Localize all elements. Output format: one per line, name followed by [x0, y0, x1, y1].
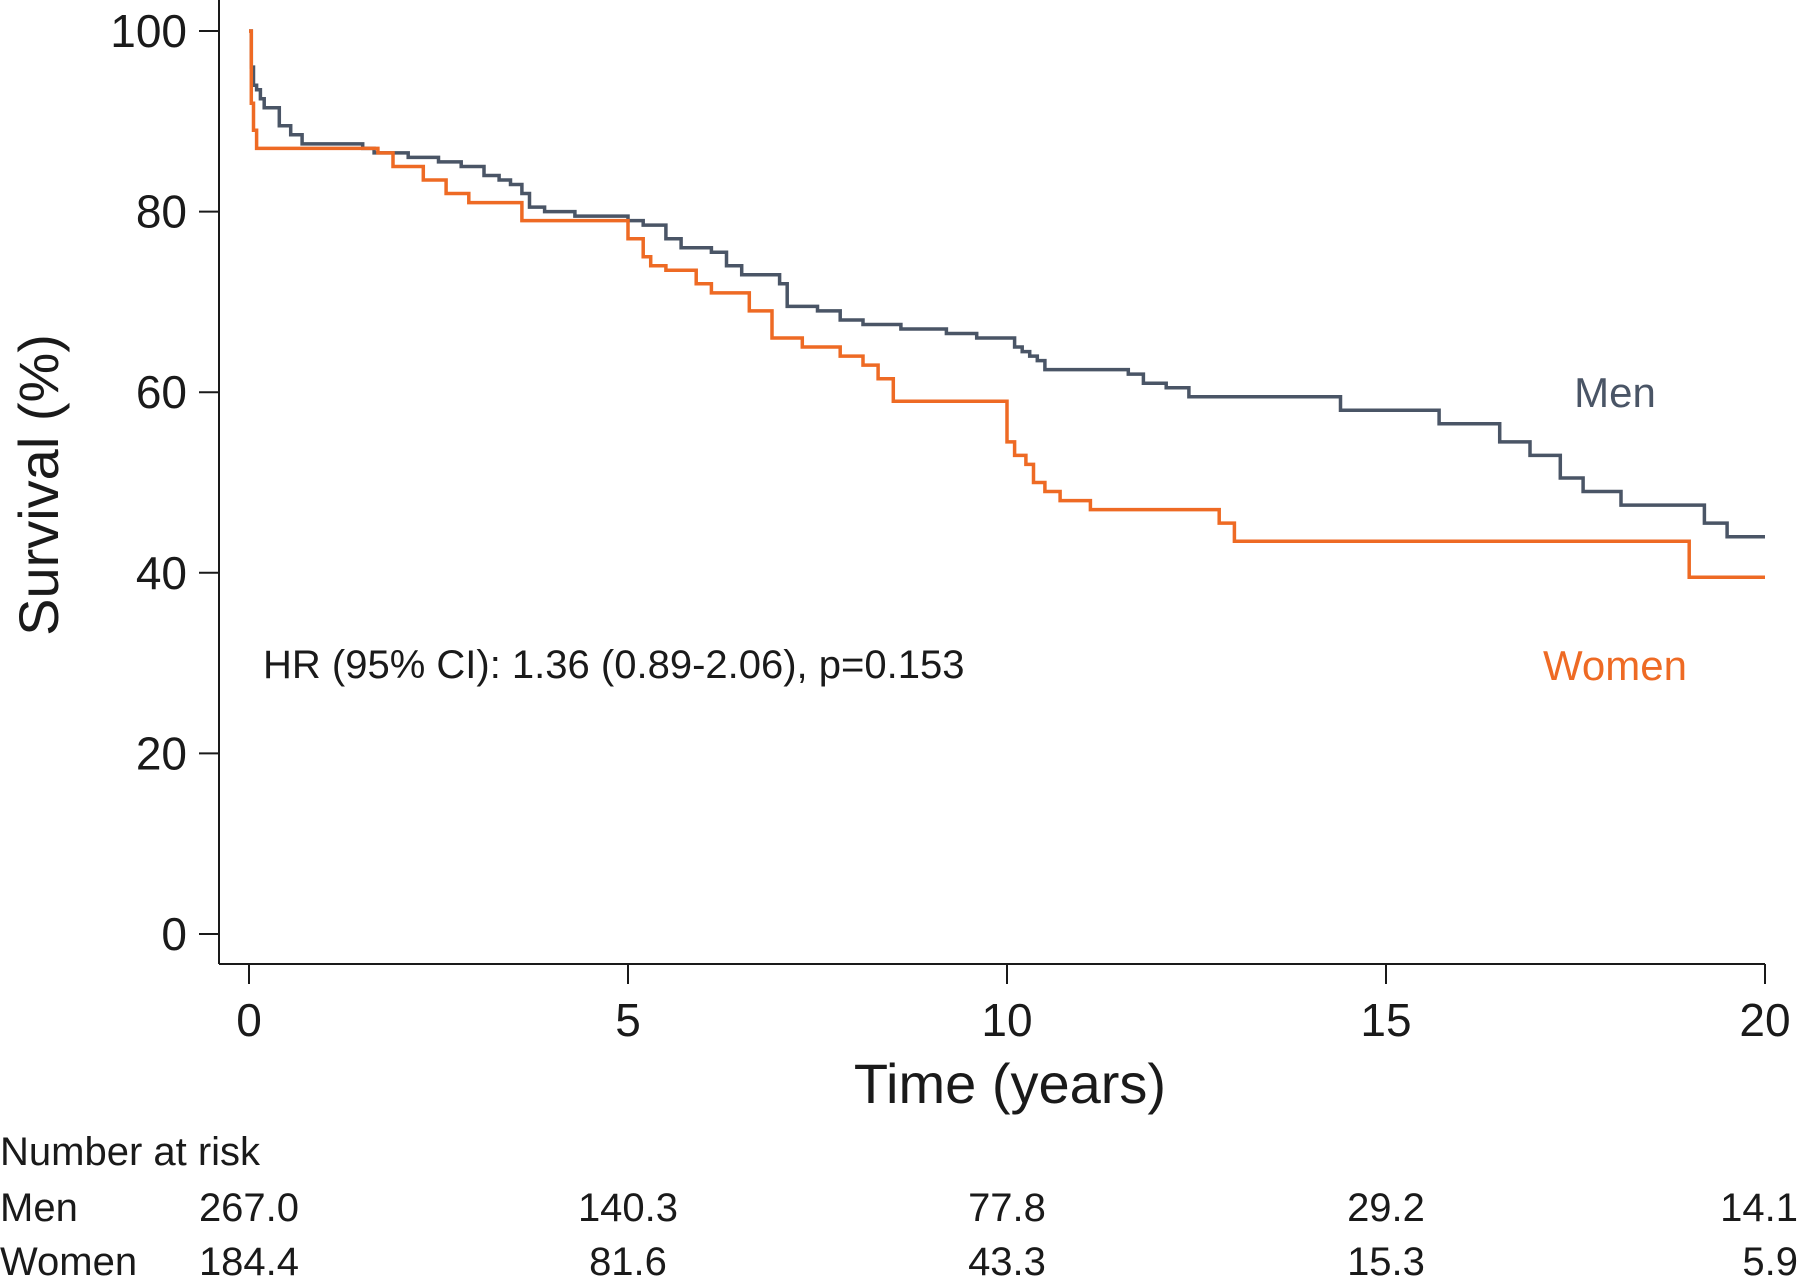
risk-table: Men 267.0 140.3 77.8 29.2 14.1 Women 184.4 81.6 4…	[0, 1186, 1798, 1279]
x-tick-label: 5	[615, 994, 641, 1046]
risk-table-title: Number at risk	[0, 1130, 261, 1174]
x-tick-label: 0	[236, 994, 262, 1046]
risk-value: 29.2	[1347, 1186, 1425, 1230]
risk-value: 43.3	[968, 1240, 1046, 1279]
men-series-label: Men	[1574, 369, 1656, 416]
women-series-label: Women	[1543, 642, 1687, 689]
x-tick-label: 15	[1360, 994, 1411, 1046]
x-tick-label: 20	[1739, 994, 1790, 1046]
series-line-men	[249, 29, 1765, 539]
y-tick-label: 0	[161, 908, 187, 960]
risk-value: 77.8	[968, 1186, 1046, 1230]
series-line-women	[249, 29, 1765, 580]
y-axis-ticks: 0 20 40 60 80 100	[110, 5, 219, 960]
risk-value: 15.3	[1347, 1240, 1425, 1279]
series-lines	[249, 29, 1765, 580]
risk-value: 140.3	[578, 1186, 678, 1230]
hazard-ratio-annotation: HR (95% CI): 1.36 (0.89-2.06), p=0.153	[263, 643, 964, 687]
risk-value: 14.1	[1720, 1186, 1798, 1230]
y-tick-label: 100	[110, 5, 187, 57]
risk-value: 81.6	[589, 1240, 667, 1279]
risk-row-label: Women	[0, 1240, 137, 1279]
y-tick-label: 60	[136, 366, 187, 418]
risk-value: 267.0	[199, 1186, 299, 1230]
x-tick-label: 10	[981, 994, 1032, 1046]
y-tick-label: 40	[136, 547, 187, 599]
x-axis-title: Time (years)	[854, 1052, 1166, 1115]
risk-value: 184.4	[199, 1240, 299, 1279]
x-axis-ticks: 0 5 10 15 20	[236, 964, 1791, 1046]
risk-value: 5.9	[1742, 1240, 1798, 1279]
risk-row-label: Men	[0, 1186, 78, 1230]
y-tick-label: 20	[136, 727, 187, 779]
y-tick-label: 80	[136, 186, 187, 238]
y-axis-title: Survival (%)	[7, 334, 70, 636]
